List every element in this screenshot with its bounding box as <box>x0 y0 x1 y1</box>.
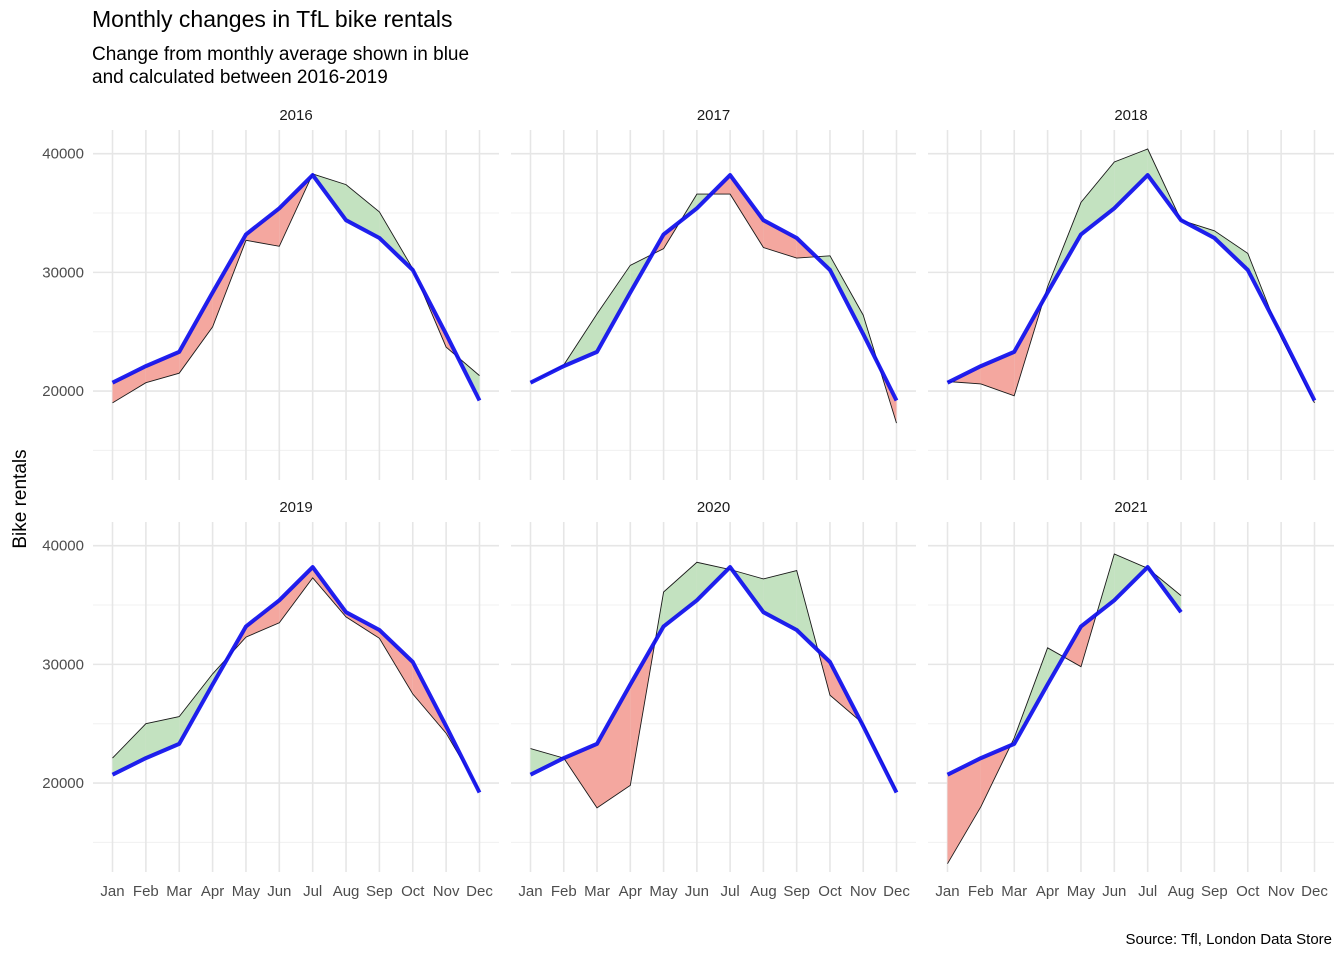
actual-rentals-line <box>530 193 897 424</box>
x-tick-label: Jul <box>1138 883 1157 900</box>
x-tick-label: May <box>232 883 261 900</box>
x-tick-label: Nov <box>1268 883 1295 900</box>
below-average-area <box>730 175 764 248</box>
facet-panel-2020: 2020 Jan Feb Mar Apr May Jun Jul Aug Sep Oct Nov Dec <box>511 499 916 900</box>
below-average-area <box>246 600 280 638</box>
x-tick-label: Feb <box>133 883 159 900</box>
below-average-area <box>112 366 146 403</box>
above-average-area <box>663 562 697 627</box>
chart-caption: Source: Tfl, London Data Store <box>1125 931 1332 948</box>
below-average-area <box>279 567 313 623</box>
x-tick-label: Apr <box>619 883 642 900</box>
x-tick-label: Feb <box>551 883 577 900</box>
x-tick-label: Jan <box>518 883 542 900</box>
below-average-area <box>246 208 280 247</box>
below-average-area <box>145 351 180 383</box>
facet-panel-2019: 2019 20000 30000 40000 Jan Feb Mar Apr May Jun Jul… <box>42 499 499 900</box>
below-average-area <box>379 630 413 694</box>
below-average-area <box>179 292 213 374</box>
below-average-area <box>763 220 797 259</box>
y-tick-label: 30000 <box>42 656 84 673</box>
facet-strip-label: 2020 <box>697 499 730 516</box>
above-average-area <box>530 748 564 775</box>
x-tick-label: Mar <box>1001 883 1027 900</box>
above-average-area <box>1114 149 1148 209</box>
monthly-average-line <box>111 173 482 402</box>
below-average-area <box>212 234 246 327</box>
x-tick-label: Oct <box>818 883 842 900</box>
y-tick-label: 20000 <box>42 383 84 400</box>
below-average-area <box>597 684 631 808</box>
x-tick-label: Jan <box>100 883 124 900</box>
monthly-average-line <box>111 565 482 794</box>
above-average-area <box>1014 647 1048 744</box>
x-tick-label: Dec <box>466 883 493 900</box>
y-tick-label: 40000 <box>42 538 84 555</box>
x-tick-label: Dec <box>1301 883 1328 900</box>
x-tick-label: Oct <box>401 883 425 900</box>
x-tick-label: Jul <box>721 883 740 900</box>
facet-strip-label: 2018 <box>1114 107 1147 124</box>
actual-rentals-line <box>112 577 480 791</box>
above-average-area <box>1114 554 1147 601</box>
x-tick-label: Sep <box>1201 883 1228 900</box>
above-average-area <box>597 265 631 352</box>
x-tick-label: Dec <box>883 883 910 900</box>
x-tick-label: Sep <box>783 883 810 900</box>
y-tick-label: 20000 <box>42 775 84 792</box>
x-tick-label: Aug <box>1168 883 1195 900</box>
actual-rentals-line <box>530 561 897 809</box>
facet-strip-label: 2021 <box>1114 499 1147 516</box>
x-tick-label: Aug <box>333 883 360 900</box>
x-tick-label: Jul <box>303 883 322 900</box>
x-tick-label: Oct <box>1236 883 1260 900</box>
monthly-average-line <box>529 173 899 402</box>
monthly-average-line <box>529 565 899 794</box>
x-tick-label: Apr <box>1036 883 1059 900</box>
chart-subtitle: Change from monthly average shown in blu… <box>92 44 470 88</box>
y-tick-label: 30000 <box>42 264 84 281</box>
x-tick-label: Jan <box>935 883 959 900</box>
monthly-average-line <box>946 565 1183 777</box>
below-average-area <box>947 758 981 864</box>
above-average-area <box>1081 162 1115 235</box>
x-tick-label: May <box>649 883 678 900</box>
facet-panel-2018: 2018 <box>928 107 1334 480</box>
x-tick-label: Mar <box>584 883 610 900</box>
x-tick-label: Jun <box>685 883 709 900</box>
x-tick-label: Mar <box>166 883 192 900</box>
x-tick-label: Aug <box>750 883 777 900</box>
x-tick-label: Apr <box>201 883 224 900</box>
x-tick-label: Jun <box>1102 883 1126 900</box>
x-tick-label: Nov <box>850 883 877 900</box>
y-tick-label: 40000 <box>42 146 84 163</box>
above-average-area <box>1047 202 1081 293</box>
x-tick-label: Feb <box>968 883 994 900</box>
x-tick-label: Sep <box>366 883 393 900</box>
below-average-area <box>563 743 597 808</box>
facet-panel-2021: 2021 Jan Feb Mar Apr May Jun Jul Aug Sep Oct Nov Dec <box>928 499 1334 900</box>
facet-strip-label: 2019 <box>279 499 312 516</box>
x-tick-label: Nov <box>433 883 460 900</box>
facet-panel-2016: 2016 20000 30000 40000 <box>42 107 499 480</box>
actual-rentals-line <box>947 148 1315 404</box>
x-tick-label: Jun <box>267 883 291 900</box>
chart-title: Monthly changes in TfL bike rentals <box>92 6 453 32</box>
actual-rentals-line <box>947 553 1182 864</box>
above-average-area <box>145 716 180 759</box>
facet-strip-label: 2016 <box>279 107 312 124</box>
x-tick-label: May <box>1067 883 1096 900</box>
facet-strip-label: 2017 <box>697 107 730 124</box>
facet-panel-2017: 2017 <box>511 107 916 480</box>
monthly-average-line <box>946 173 1317 402</box>
